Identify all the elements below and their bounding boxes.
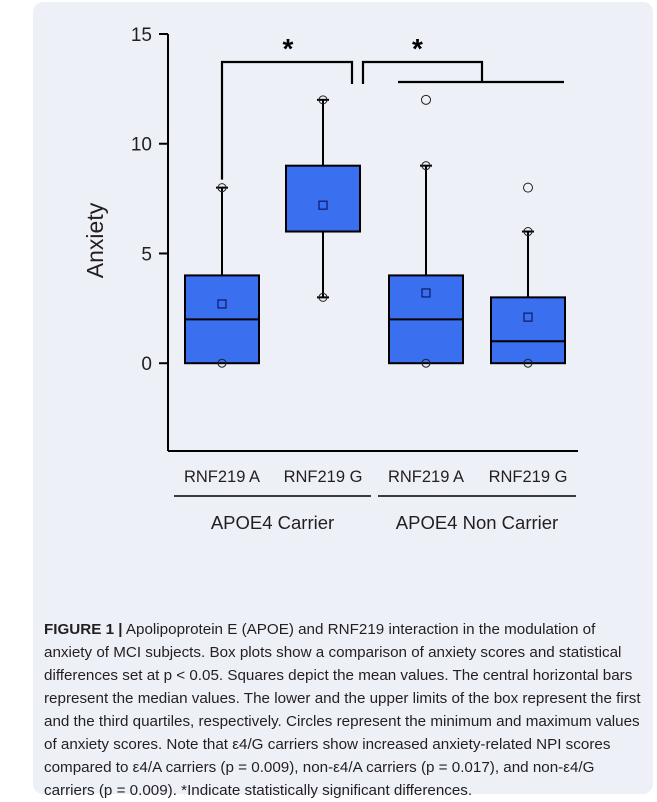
figure-caption: FIGURE 1 | Apolipoprotein E (APOE) and R… — [44, 618, 642, 802]
max-marker — [421, 161, 431, 171]
min-marker — [421, 358, 431, 368]
category-label: RNF219 G — [489, 468, 568, 486]
box-plot-4 — [490, 182, 566, 368]
category-label: RNF219 G — [284, 468, 363, 486]
box-iqr — [490, 296, 566, 365]
figure-frame — [33, 2, 653, 794]
outlier-marker — [523, 182, 533, 193]
y-tick-label: 0 — [141, 354, 152, 375]
category-label: RNF219 A — [184, 468, 260, 486]
box-plot-2 — [285, 95, 361, 302]
y-tick-label: 10 — [131, 135, 152, 156]
max-marker — [523, 227, 533, 237]
caption-text: Apolipoprotein E (APOE) and RNF219 inter… — [44, 621, 641, 799]
y-tick-label: 15 — [131, 25, 152, 46]
outlier-marker — [421, 94, 431, 105]
mean-marker — [217, 299, 227, 309]
max-marker — [318, 95, 328, 105]
box-plot-1 — [184, 183, 260, 368]
y-axis-label: Anxiety — [82, 202, 108, 278]
significance-bracket — [361, 60, 484, 84]
max-marker — [217, 183, 227, 193]
significance-star: * — [412, 33, 423, 64]
category-label: RNF219 A — [388, 468, 464, 486]
box-iqr — [285, 164, 361, 233]
significance-bracket — [220, 60, 354, 180]
box-plot-3 — [388, 94, 464, 368]
min-marker — [217, 358, 227, 368]
caption-label: FIGURE 1 | — [44, 621, 123, 638]
min-marker — [318, 292, 328, 302]
mean-marker — [523, 312, 533, 322]
mean-marker — [318, 200, 328, 210]
group-label: APOE4 Carrier — [211, 512, 334, 533]
box-plot-chart: 0 5 10 15 Anxiety RNF219 A RNF219 G RNF219 A RNF… — [82, 25, 578, 533]
min-marker — [523, 358, 533, 368]
y-tick-label: 5 — [141, 244, 152, 265]
group-label: APOE4 Non Carrier — [396, 512, 558, 533]
mean-marker — [421, 288, 431, 298]
significance-star: * — [283, 33, 294, 64]
